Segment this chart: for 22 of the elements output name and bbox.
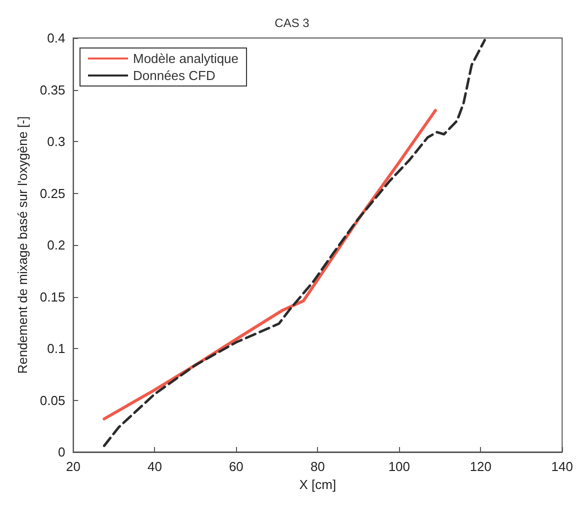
x-tick-label: 140 xyxy=(551,459,574,474)
y-axis-title: Rendement de mixage basé sur l'oxygène [-] xyxy=(15,116,30,374)
y-tick-label: 0.3 xyxy=(47,134,66,149)
chart-title: CAS 3 xyxy=(274,16,310,30)
y-tick-label: 0.2 xyxy=(47,238,66,252)
x-tick-label: 60 xyxy=(228,459,244,474)
x-axis-title: X [cm] xyxy=(299,476,336,492)
y-tick-label: 0.35 xyxy=(40,82,66,98)
y-tick-label: 0.25 xyxy=(40,186,66,201)
y-tick-label: 0.15 xyxy=(40,289,66,304)
legend-label: Données CFD xyxy=(133,68,216,83)
y-tick-label: 0.1 xyxy=(47,341,66,356)
y-tick-label: 0 xyxy=(58,444,66,460)
y-tick-label: 0.4 xyxy=(47,30,66,46)
legend-label: Modèle analytique xyxy=(133,51,239,66)
x-tick-label: 20 xyxy=(66,459,80,474)
x-tick-label: 80 xyxy=(310,459,325,474)
x-tick-label: 100 xyxy=(388,459,410,474)
y-tick-label: 0.05 xyxy=(40,392,66,408)
line-series xyxy=(102,38,486,448)
x-tick-label: 40 xyxy=(147,459,162,474)
x-tick-label: 120 xyxy=(470,459,492,474)
